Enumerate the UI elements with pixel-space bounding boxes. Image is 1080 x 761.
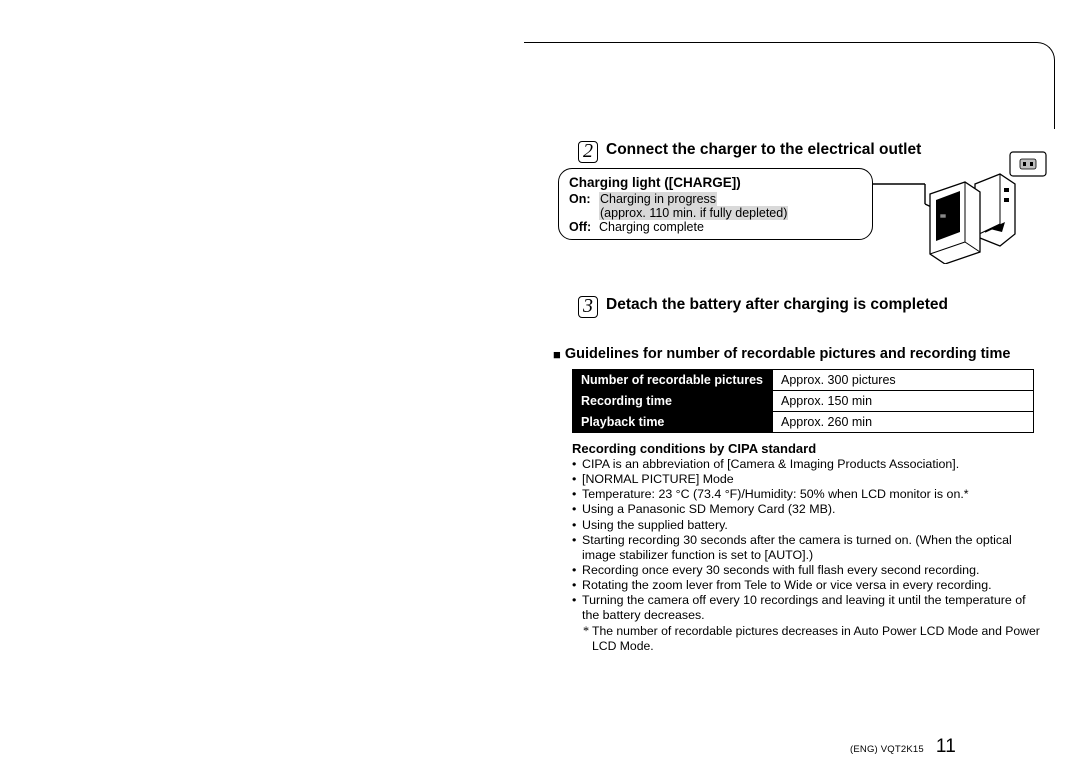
on-label: On: bbox=[569, 192, 599, 220]
list-item: Starting recording 30 seconds after the … bbox=[572, 533, 1042, 563]
charging-light-title: Charging light ([CHARGE]) bbox=[569, 175, 862, 190]
doc-code: (ENG) VQT2K15 bbox=[850, 744, 924, 755]
spec-table: Number of recordable pictures Approx. 30… bbox=[572, 369, 1034, 433]
page-top-rule bbox=[524, 42, 1055, 129]
off-text: Charging complete bbox=[599, 220, 704, 234]
page-footer: (ENG) VQT2K15 11 bbox=[850, 736, 956, 758]
step-number-icon: 2 bbox=[578, 141, 598, 163]
off-label: Off: bbox=[569, 220, 599, 234]
list-item: Using a Panasonic SD Memory Card (32 MB)… bbox=[572, 502, 1042, 517]
on-line2: (approx. 110 min. if fully depleted) bbox=[599, 206, 788, 220]
list-item: CIPA is an abbreviation of [Camera & Ima… bbox=[572, 457, 1042, 472]
guidelines-section: ■ Guidelines for number of recordable pi… bbox=[553, 346, 1043, 654]
table-row: Number of recordable pictures Approx. 30… bbox=[573, 370, 1034, 391]
table-row: Recording time Approx. 150 min bbox=[573, 391, 1034, 412]
guidelines-heading: ■ Guidelines for number of recordable pi… bbox=[553, 346, 1043, 362]
step-3-title: Detach the battery after charging is com… bbox=[606, 296, 948, 314]
list-item: Rotating the zoom lever from Tele to Wid… bbox=[572, 578, 1042, 593]
list-item: [NORMAL PICTURE] Mode bbox=[572, 472, 1042, 487]
list-item: Temperature: 23 °C (73.4 °F)/Humidity: 5… bbox=[572, 487, 1042, 502]
charger-illustration bbox=[870, 144, 1065, 264]
conditions-title: Recording conditions by CIPA standard bbox=[572, 441, 1043, 456]
list-item: Recording once every 30 seconds with ful… bbox=[572, 563, 1042, 578]
page-number: 11 bbox=[936, 736, 956, 758]
spec-label: Playback time bbox=[573, 412, 773, 433]
list-item: Using the supplied battery. bbox=[572, 518, 1042, 533]
charging-light-callout: Charging light ([CHARGE]) On: Charging i… bbox=[558, 168, 873, 240]
footnote: The number of recordable pictures decrea… bbox=[583, 624, 1041, 654]
list-item: Turning the camera off every 10 recordin… bbox=[572, 593, 1042, 623]
table-row: Playback time Approx. 260 min bbox=[573, 412, 1034, 433]
spec-value: Approx. 300 pictures bbox=[773, 370, 1034, 391]
spec-value: Approx. 150 min bbox=[773, 391, 1034, 412]
spec-value: Approx. 260 min bbox=[773, 412, 1034, 433]
square-bullet-icon: ■ bbox=[553, 347, 561, 362]
spec-label: Number of recordable pictures bbox=[573, 370, 773, 391]
on-text: Charging in progress (approx. 110 min. i… bbox=[599, 192, 788, 220]
step-3: 3 Detach the battery after charging is c… bbox=[578, 296, 948, 318]
spec-label: Recording time bbox=[573, 391, 773, 412]
conditions-list: CIPA is an abbreviation of [Camera & Ima… bbox=[572, 457, 1042, 623]
step-number-icon: 3 bbox=[578, 296, 598, 318]
on-line1: Charging in progress bbox=[599, 192, 717, 206]
